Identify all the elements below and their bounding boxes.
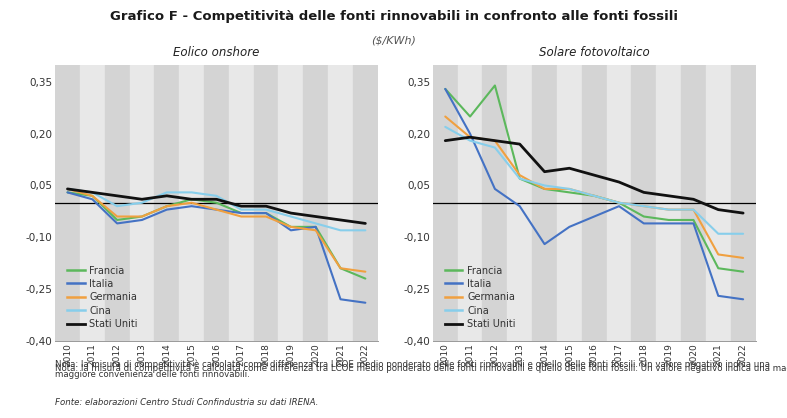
Bar	[433, 65, 458, 341]
Bar	[80, 65, 105, 341]
Bar	[557, 65, 582, 341]
Legend: Francia, Italia, Germania, Cina, Stati Uniti: Francia, Italia, Germania, Cina, Stati U…	[63, 262, 142, 333]
Bar	[279, 65, 303, 341]
Text: Eolico onshore: Eolico onshore	[173, 46, 260, 59]
Text: ($/KWh): ($/KWh)	[371, 36, 416, 46]
Bar	[353, 65, 378, 341]
Bar	[730, 65, 756, 341]
Bar	[55, 65, 80, 341]
Text: Solare fotovoltaico: Solare fotovoltaico	[539, 46, 649, 59]
Bar	[656, 65, 681, 341]
Text: Nota: la misura di competitività è calcolata come differenza tra LCOE medio pond: Nota: la misura di competitività è calco…	[55, 359, 770, 380]
Bar	[105, 65, 130, 341]
Bar	[482, 65, 508, 341]
Bar	[631, 65, 656, 341]
Bar	[253, 65, 279, 341]
Bar	[706, 65, 730, 341]
Bar	[508, 65, 532, 341]
Bar	[458, 65, 482, 341]
Bar	[179, 65, 204, 341]
Text: Grafico F - Competitività delle fonti rinnovabili in confronto alle fonti fossil: Grafico F - Competitività delle fonti ri…	[109, 10, 678, 23]
Bar	[130, 65, 154, 341]
Bar	[229, 65, 253, 341]
Bar	[607, 65, 631, 341]
Bar	[532, 65, 557, 341]
Bar	[303, 65, 328, 341]
Bar	[582, 65, 607, 341]
Bar	[204, 65, 229, 341]
Bar	[328, 65, 353, 341]
Text: Fonte: elaborazioni Centro Studi Confindustria su dati IRENA.: Fonte: elaborazioni Centro Studi Confind…	[55, 398, 319, 407]
Legend: Francia, Italia, Germania, Cina, Stati Uniti: Francia, Italia, Germania, Cina, Stati U…	[441, 262, 519, 333]
Text: Nota: la misura di competitività è calcolata come differenza tra LCOE medio pond: Nota: la misura di competitività è calco…	[55, 364, 787, 373]
Bar	[154, 65, 179, 341]
Bar	[681, 65, 706, 341]
